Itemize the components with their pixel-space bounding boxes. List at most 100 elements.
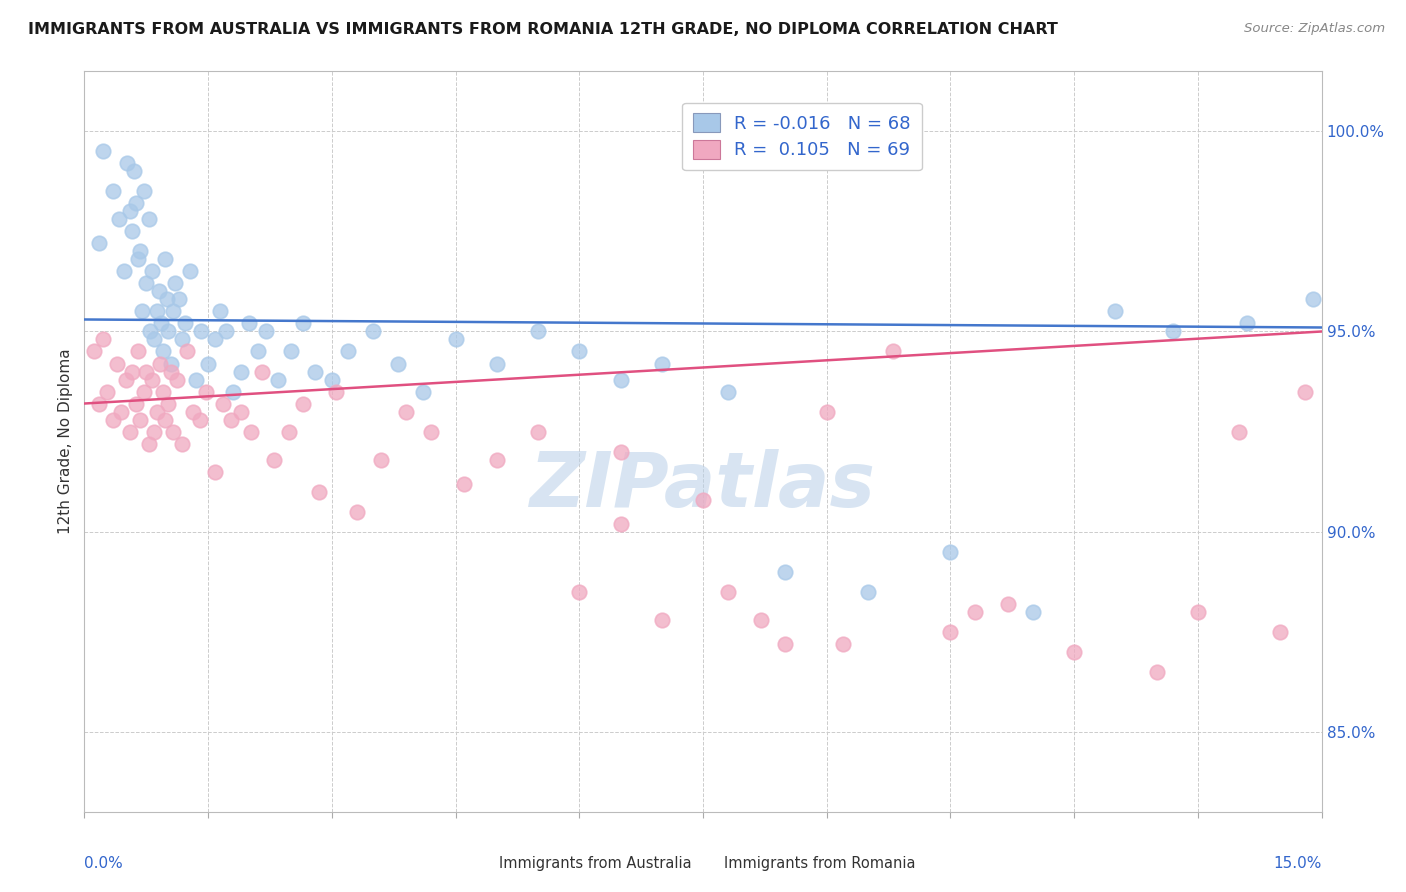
Point [150, 317, 173, 331]
Point [157, 396, 180, 410]
Point [160, 357, 183, 371]
Text: Source: ZipAtlas.com: Source: ZipAtlas.com [1244, 22, 1385, 36]
Text: 15.0%: 15.0% [1274, 856, 1322, 871]
Point [132, 185, 155, 199]
Legend: R = -0.016   N = 68, R =  0.105   N = 69: R = -0.016 N = 68, R = 0.105 N = 69 [682, 103, 922, 170]
Point [89, 396, 111, 410]
Point [965, 605, 987, 619]
Point [118, 425, 141, 439]
Point [129, 412, 152, 426]
Point [240, 425, 263, 439]
Point [135, 364, 157, 378]
Point [246, 344, 269, 359]
Point [229, 404, 252, 418]
Point [1294, 384, 1316, 399]
Point [1302, 293, 1324, 307]
Point [485, 357, 508, 371]
Point [832, 637, 855, 651]
Point [153, 252, 176, 267]
Point [527, 325, 550, 339]
Point [156, 293, 179, 307]
Point [96, 384, 118, 399]
Point [124, 196, 146, 211]
Point [568, 584, 591, 599]
Point [103, 185, 125, 199]
Point [152, 344, 174, 359]
Point [190, 325, 212, 339]
Point [325, 384, 347, 399]
Point [321, 372, 343, 386]
Point [141, 372, 163, 386]
Point [419, 425, 441, 439]
Point [1161, 325, 1184, 339]
Point [444, 333, 467, 347]
Point [105, 357, 128, 371]
Point [717, 384, 740, 399]
Point [143, 333, 166, 347]
Point [209, 304, 232, 318]
Point [815, 404, 838, 418]
Point [609, 444, 631, 458]
Point [108, 212, 131, 227]
Point [170, 436, 193, 450]
Point [127, 344, 149, 359]
Point [146, 304, 169, 318]
Point [277, 425, 299, 439]
Point [651, 357, 673, 371]
Point [939, 624, 962, 639]
Point [717, 584, 740, 599]
Point [91, 145, 114, 159]
Point [124, 396, 146, 410]
Point [1022, 605, 1045, 619]
Point [167, 293, 190, 307]
Point [222, 384, 245, 399]
Point [308, 484, 330, 499]
Point [1104, 304, 1126, 318]
Point [1270, 624, 1292, 639]
Point [121, 364, 143, 378]
Point [148, 285, 170, 299]
Point [412, 384, 434, 399]
Point [165, 277, 187, 291]
Point [775, 565, 797, 579]
Point [129, 244, 152, 259]
Point [263, 452, 285, 467]
Text: Immigrants from Romania: Immigrants from Romania [724, 856, 915, 871]
Point [141, 264, 163, 278]
Point [254, 325, 277, 339]
Point [153, 412, 176, 426]
Point [204, 465, 226, 479]
Y-axis label: 12th Grade, No Diploma: 12th Grade, No Diploma [58, 349, 73, 534]
Point [212, 396, 235, 410]
Point [179, 264, 201, 278]
Point [527, 425, 550, 439]
Point [188, 412, 211, 426]
Point [181, 404, 204, 418]
Point [215, 325, 238, 339]
Point [152, 384, 174, 399]
Point [229, 364, 252, 378]
Point [160, 364, 183, 378]
Text: ZIPatlas: ZIPatlas [530, 449, 876, 523]
Point [91, 333, 114, 347]
Point [346, 505, 368, 519]
Point [139, 325, 162, 339]
Point [387, 357, 409, 371]
Point [166, 372, 188, 386]
Point [997, 597, 1019, 611]
Point [162, 304, 184, 318]
Point [131, 304, 153, 318]
Point [197, 357, 219, 371]
Point [651, 613, 673, 627]
Point [149, 357, 172, 371]
Point [117, 156, 139, 170]
Text: Immigrants from Australia: Immigrants from Australia [499, 856, 692, 871]
Point [267, 372, 290, 386]
Text: 0.0%: 0.0% [84, 856, 124, 871]
Point [1187, 605, 1209, 619]
Point [162, 425, 184, 439]
Point [291, 396, 314, 410]
Point [1236, 317, 1258, 331]
Point [112, 264, 135, 278]
Point [118, 204, 141, 219]
